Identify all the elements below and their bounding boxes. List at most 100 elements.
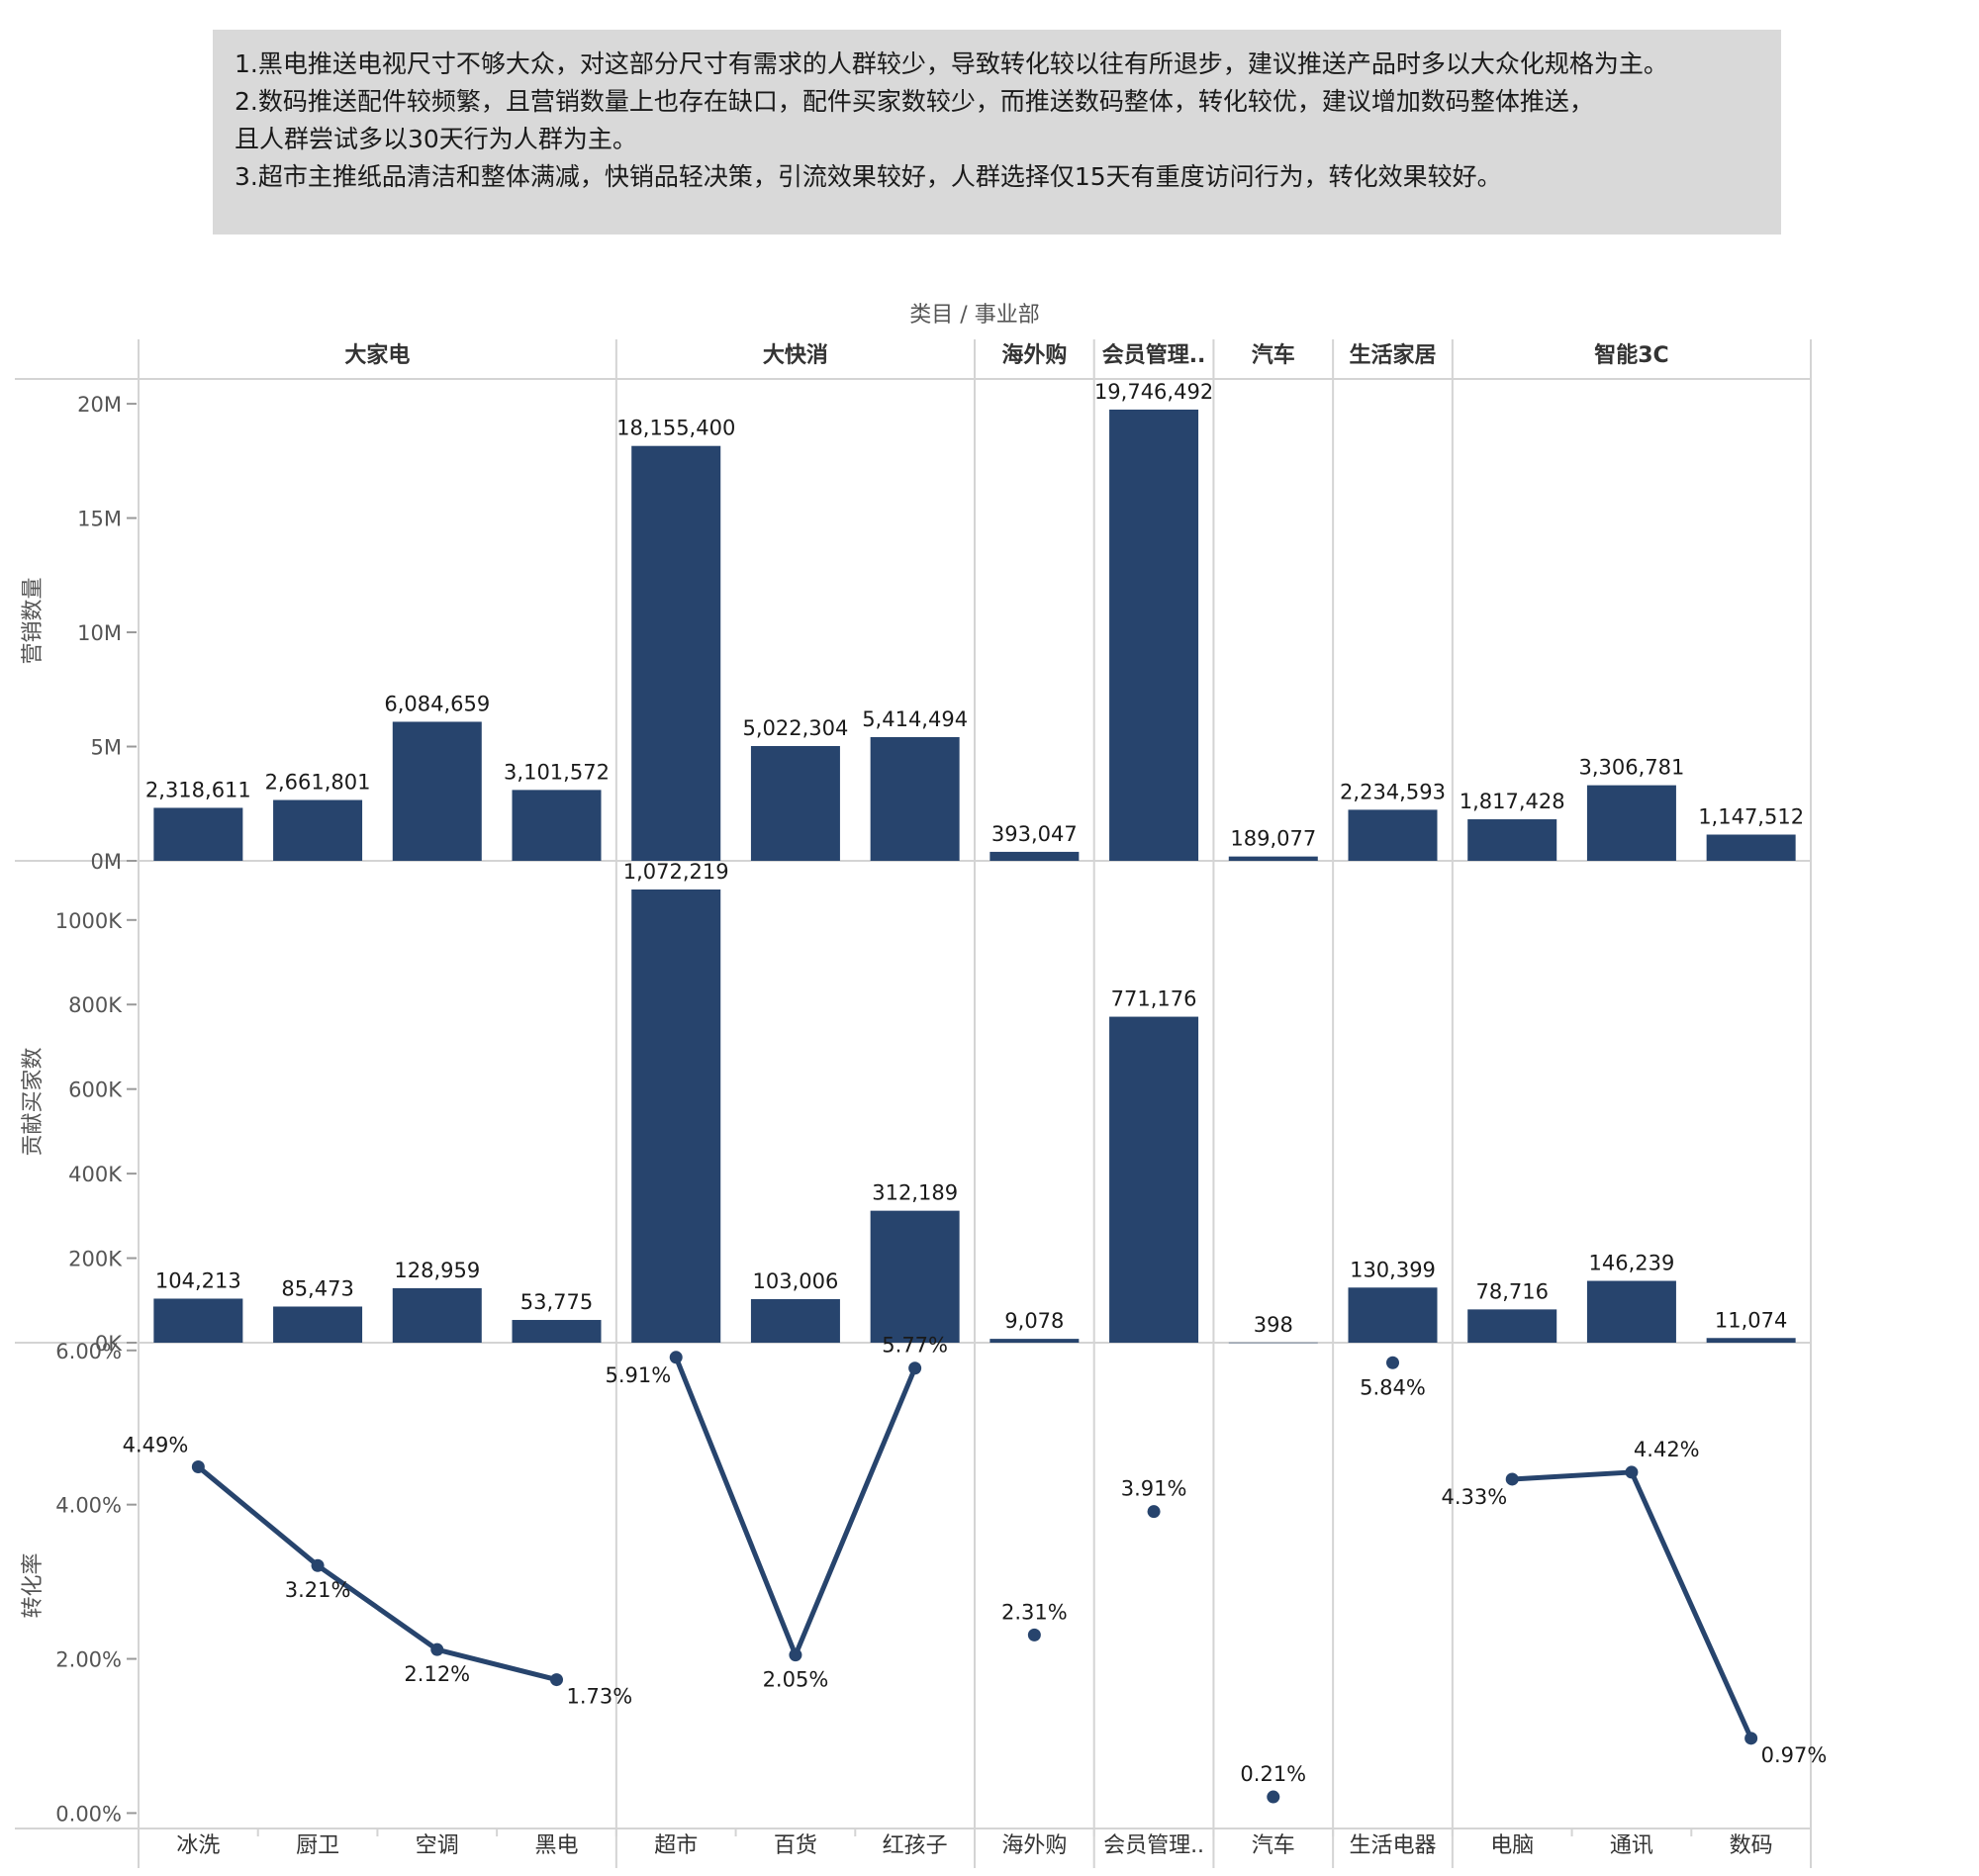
category-tick-label: 通讯 (1610, 1833, 1653, 1858)
bar (1109, 409, 1199, 861)
category-tick-label: 厨卫 (296, 1833, 339, 1858)
data-label: 85,473 (281, 1276, 353, 1300)
bar (631, 889, 721, 1343)
conversion-line (196, 1464, 558, 1683)
data-label: 1,817,428 (1460, 790, 1565, 813)
category-tick-label: 红孩子 (883, 1833, 948, 1858)
bar (1109, 1016, 1199, 1343)
data-label: 104,213 (155, 1268, 241, 1292)
y-axis-tick-label: 0M (91, 850, 122, 874)
note-line: 且人群尝试多以30天行为人群为主。 (235, 125, 637, 153)
category-tick-label: 百货 (774, 1833, 817, 1858)
y-axis-tick-label: 0.00% (55, 1802, 122, 1826)
data-label: 5.84% (1360, 1375, 1426, 1399)
bar (1467, 1309, 1557, 1343)
data-label: 1.73% (567, 1685, 633, 1709)
conversion-line (1512, 1469, 1753, 1739)
y-axis-tick-label: 400K (68, 1163, 123, 1186)
y-axis-title: 转化率 (21, 1552, 46, 1618)
y-axis-tick-label: 4.00% (55, 1494, 122, 1518)
data-label: 4.49% (123, 1433, 189, 1456)
category-tick-label: 海外购 (1001, 1833, 1067, 1858)
data-label: 2.12% (404, 1662, 470, 1686)
bar (392, 1287, 482, 1343)
data-point (191, 1459, 205, 1473)
data-label: 771,176 (1111, 987, 1197, 1011)
note-line: 2.数码推送配件较频繁，且营销数量上也存在缺口，配件买家数较少，而推送数码整体，… (235, 87, 1594, 116)
category-tick-label: 超市 (654, 1833, 698, 1858)
y-axis-tick-label: 5M (91, 736, 122, 760)
bar (273, 799, 363, 861)
y-axis-tick-label: 0K (95, 1332, 123, 1356)
data-label: 78,716 (1475, 1279, 1548, 1303)
y-axis-tick-label: 20M (77, 393, 122, 417)
data-point (1147, 1505, 1161, 1519)
y-axis-tick-label: 2.00% (55, 1648, 122, 1672)
bar (273, 1306, 363, 1343)
data-point (1027, 1628, 1041, 1642)
bar (1348, 809, 1438, 861)
data-point (550, 1673, 563, 1687)
data-point (1744, 1732, 1758, 1745)
data-label: 3.91% (1121, 1477, 1187, 1501)
data-point (1505, 1472, 1519, 1486)
bar (153, 1298, 243, 1343)
data-label: 2.31% (1001, 1600, 1068, 1624)
data-label: 9,078 (1004, 1309, 1064, 1333)
data-label: 189,077 (1230, 827, 1316, 851)
note-line: 1.黑电推送电视尺寸不够大众，对这部分尺寸有需求的人群较少，导致转化较以往有所退… (235, 49, 1668, 78)
category-tick-label: 会员管理.. (1103, 1833, 1204, 1858)
bar (631, 445, 721, 861)
bar (512, 790, 602, 861)
data-label: 103,006 (753, 1269, 839, 1293)
y-axis-tick-label: 6.00% (55, 1340, 122, 1363)
data-label: 2,234,593 (1340, 780, 1446, 803)
conversion-line (673, 1356, 917, 1658)
data-label: 1,147,512 (1698, 804, 1804, 828)
data-label: 2,318,611 (145, 778, 251, 801)
y-axis-tick-label: 15M (77, 508, 122, 531)
data-label: 128,959 (394, 1259, 480, 1282)
data-point (1267, 1790, 1280, 1804)
bar (1706, 834, 1796, 861)
department-header: 生活家居 (1349, 342, 1436, 368)
data-label: 11,074 (1715, 1308, 1787, 1332)
data-label: 5.91% (605, 1363, 671, 1387)
data-label: 130,399 (1350, 1258, 1436, 1281)
data-label: 3.21% (285, 1578, 351, 1602)
category-tick-label: 空调 (416, 1833, 459, 1858)
department-header: 大家电 (344, 342, 410, 368)
data-label: 5.77% (882, 1334, 948, 1358)
data-label: 6,084,659 (384, 692, 490, 715)
bar (392, 721, 482, 861)
department-header: 会员管理.. (1102, 342, 1206, 368)
y-axis-tick-label: 200K (68, 1248, 123, 1271)
insight-notes: 1.黑电推送电视尺寸不够大众，对这部分尺寸有需求的人群较少，导致转化较以往有所退… (213, 30, 1781, 234)
bar (1586, 1280, 1676, 1343)
data-label: 398 (1254, 1313, 1293, 1337)
data-label: 146,239 (1589, 1252, 1675, 1275)
y-axis-tick-label: 800K (68, 993, 123, 1017)
note-line: 3.超市主推纸品清洁和整体满减，快销品轻决策，引流效果较好，人群选择仅15天有重… (235, 162, 1502, 191)
data-point (430, 1642, 444, 1656)
bar (153, 807, 243, 861)
bar (512, 1320, 602, 1343)
data-label: 3,101,572 (504, 760, 610, 784)
y-axis-tick-label: 10M (77, 621, 122, 645)
data-label: 0.21% (1240, 1762, 1306, 1786)
data-label: 19,746,492 (1094, 380, 1213, 404)
category-tick-label: 生活电器 (1349, 1833, 1436, 1858)
bar (1348, 1287, 1438, 1343)
category-tick-label: 数码 (1730, 1833, 1773, 1858)
data-point (669, 1351, 683, 1364)
bar (990, 851, 1080, 861)
column-header-title: 类目 / 事业部 (909, 303, 1039, 328)
category-tick-label: 电脑 (1490, 1833, 1534, 1858)
bar (870, 1210, 960, 1343)
category-tick-label: 冰洗 (176, 1833, 220, 1858)
data-label: 53,775 (520, 1290, 593, 1314)
data-point (1625, 1465, 1639, 1479)
bar (1467, 819, 1557, 861)
department-header: 大快消 (763, 343, 828, 368)
y-axis-tick-label: 1000K (55, 909, 123, 933)
